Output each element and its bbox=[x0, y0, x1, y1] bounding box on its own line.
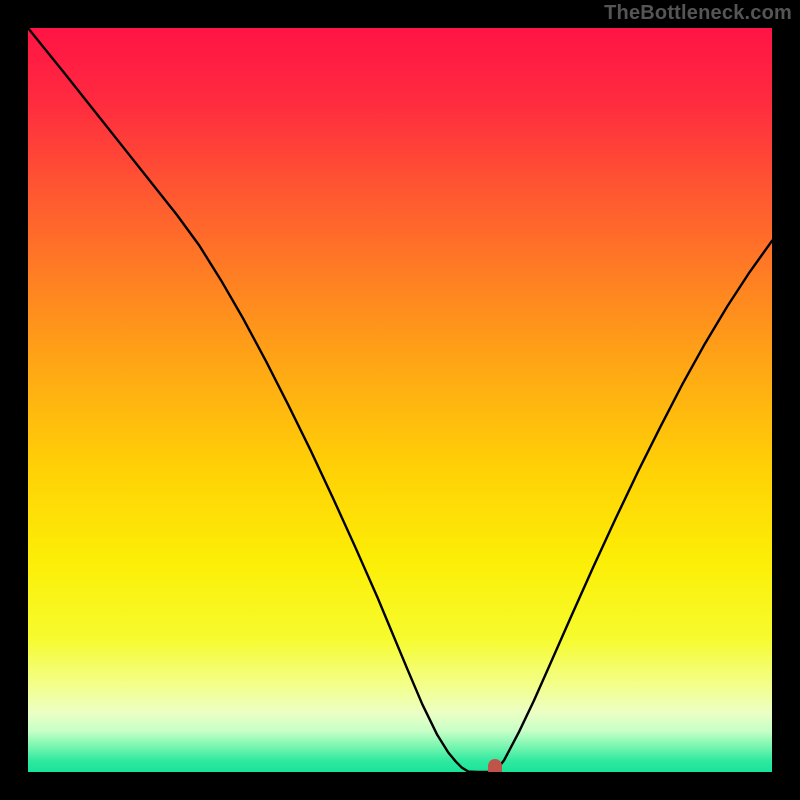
chart-frame: TheBottleneck.com bbox=[0, 0, 800, 800]
watermark-text: TheBottleneck.com bbox=[604, 2, 792, 25]
current-position-marker bbox=[488, 759, 502, 772]
plot-area bbox=[28, 28, 772, 772]
gradient-background bbox=[28, 28, 772, 772]
plot-svg bbox=[28, 28, 772, 772]
